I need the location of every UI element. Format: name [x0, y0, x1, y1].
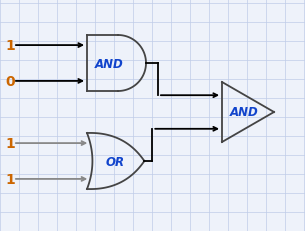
- Text: AND: AND: [230, 106, 258, 119]
- Text: 1: 1: [5, 137, 15, 150]
- Text: 0: 0: [5, 75, 15, 88]
- Text: 1: 1: [5, 172, 15, 186]
- Text: AND: AND: [94, 57, 123, 70]
- Text: OR: OR: [106, 155, 124, 168]
- Text: 1: 1: [5, 39, 15, 53]
